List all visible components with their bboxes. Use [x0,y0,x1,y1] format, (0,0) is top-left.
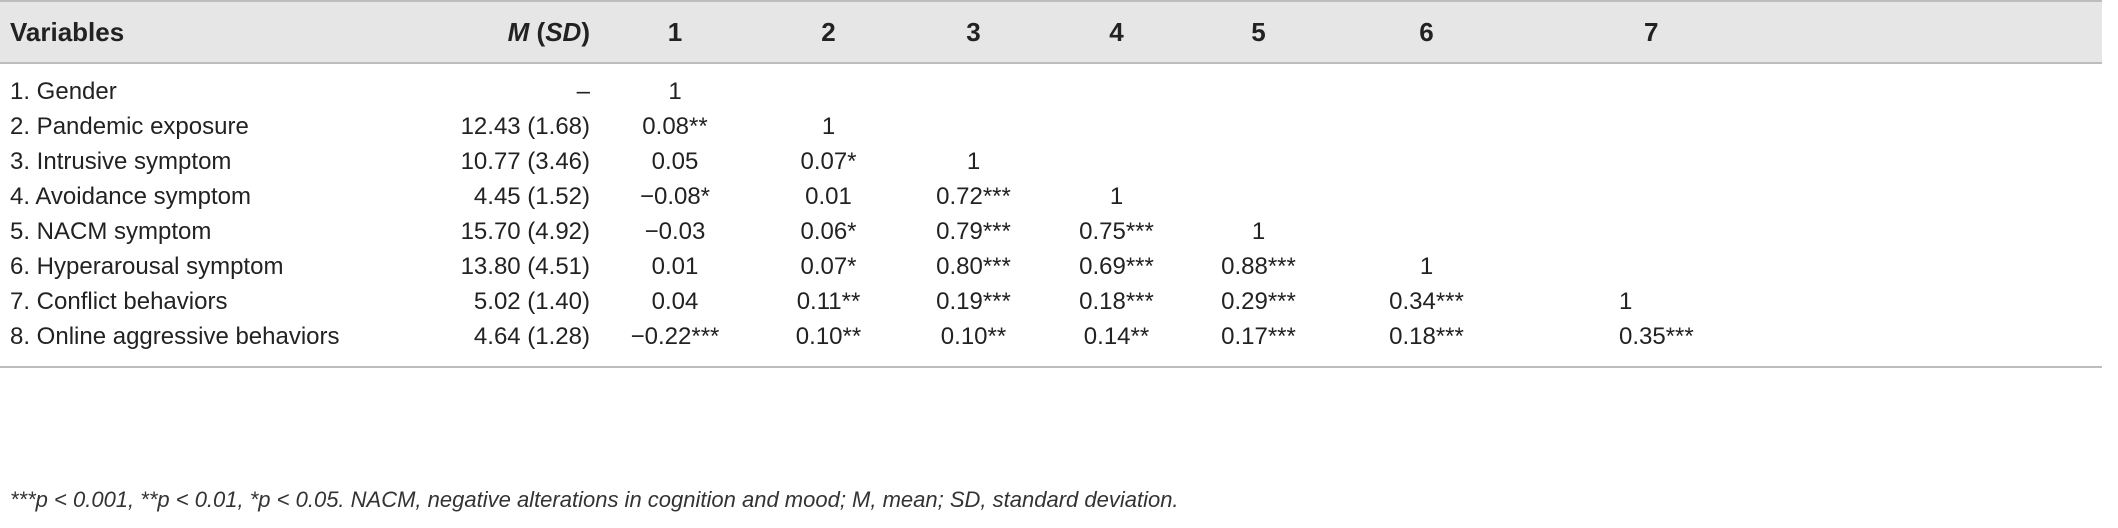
table-row: 6. Hyperarousal symptom 13.80 (4.51) 0.01 0… [0,249,2102,284]
correlation-cell [1183,109,1334,144]
table-row: 8. Online aggressive behaviors 4.64 (1.28… [0,319,2102,368]
correlation-cell: 0.72*** [936,182,1011,210]
correlation-cell: 0.14** [1050,319,1183,368]
correlation-cell: 0.04 [651,287,699,315]
table-row: 5. NACM symptom 15.70 (4.92) −0.03 0.06* 0.7… [0,214,2102,249]
correlation-cell [1334,179,1519,214]
header-col-5: 5 [1183,0,1334,64]
correlation-cell [1334,144,1519,179]
correlation-cell: 1 [668,77,682,105]
table-row: 1. Gender – 1 [0,63,2102,109]
row-label: 2. Pandemic exposure [10,112,249,140]
correlation-cell: 1 [1419,252,1434,280]
correlation-cell [1183,179,1334,214]
row-mean-sd: 4.64 (1.28) [345,319,590,368]
correlation-cell: 0.08** [642,112,708,140]
correlation-cell [1183,63,1334,109]
correlation-cell [897,63,1050,109]
correlation-cell [1519,144,2102,179]
row-label: 3. Intrusive symptom [10,147,232,175]
correlation-table: Variables M (SD) 1 2 3 4 5 6 7 1. Gender… [0,0,2102,368]
correlation-cell: 1 [821,112,836,140]
correlation-cell: 0.18*** [1334,319,1519,368]
row-mean-sd: 13.80 (4.51) [460,252,590,280]
row-mean-sd: – [576,77,590,105]
correlation-cell: 1 [966,147,981,175]
correlation-cell: 1 [1619,287,1633,315]
correlation-cell: 0.80*** [936,252,1011,280]
row-label: 6. Hyperarousal symptom [10,252,284,280]
correlation-cell: 1 [1251,217,1266,245]
correlation-cell: 0.79*** [936,217,1011,245]
correlation-cell [760,63,897,109]
row-mean-sd: 10.77 (3.46) [460,147,590,175]
correlation-cell: 1 [1109,182,1124,210]
table-row: 7. Conflict behaviors 5.02 (1.40) 0.04 0.11… [0,284,2102,319]
correlation-cell: 0.07* [800,252,857,280]
header-col-1: 1 [590,0,760,64]
correlation-cell [1050,109,1183,144]
correlation-cell: 0.19*** [936,287,1011,315]
correlation-cell: 0.10** [897,319,1050,368]
correlation-cell [1334,109,1519,144]
correlation-cell: −0.22*** [590,319,760,368]
correlation-cell [897,109,1050,144]
row-label: 1. Gender [10,77,117,105]
row-label: 5. NACM symptom [10,217,212,245]
correlation-cell [1050,63,1183,109]
row-label: 7. Conflict behaviors [10,287,228,315]
header-col-7: 7 [1519,0,2102,64]
row-mean-sd: 5.02 (1.40) [473,287,590,315]
header-m-sd: M (SD) [345,0,590,64]
correlation-cell [1519,249,2102,284]
correlation-cell: 0.01 [651,252,699,280]
correlation-cell: 0.10** [760,319,897,368]
correlation-cell: 0.05 [651,147,699,175]
header-col-4: 4 [1050,0,1183,64]
correlation-cell: 0.75*** [1079,217,1154,245]
table-row: 3. Intrusive symptom 10.77 (3.46) 0.05 0.07… [0,144,2102,179]
header-variables: Variables [0,0,345,64]
row-mean-sd: 12.43 (1.68) [460,112,590,140]
header-sd: SD [545,16,582,47]
correlation-cell [1334,214,1519,249]
correlation-cell: 0.18*** [1079,287,1154,315]
correlation-cell: 0.07* [800,147,857,175]
row-mean-sd: 4.45 (1.52) [473,182,590,210]
correlation-table-container: Variables M (SD) 1 2 3 4 5 6 7 1. Gender… [0,0,2102,512]
correlation-cell [1183,144,1334,179]
header-m: M [507,16,530,47]
correlation-cell: 0.01 [805,182,852,210]
correlation-cell: 0.69*** [1079,252,1154,280]
correlation-cell: 0.34*** [1389,287,1464,315]
table-row: 4. Avoidance symptom 4.45 (1.52) −0.08* 0.0… [0,179,2102,214]
correlation-cell: 0.11** [796,287,861,315]
correlation-cell [1050,144,1183,179]
row-label: 8. Online aggressive behaviors [0,319,345,368]
correlation-cell: 0.06* [800,217,857,245]
correlation-cell: 0.17*** [1183,319,1334,368]
table-footnote: ***p < 0.001, **p < 0.01, *p < 0.05. NAC… [10,487,1179,512]
correlation-cell [1519,214,2102,249]
row-label: 4. Avoidance symptom [10,182,252,210]
header-col-3: 3 [897,0,1050,64]
header-col-2: 2 [760,0,897,64]
correlation-cell: −0.03 [644,217,706,245]
correlation-cell [1519,179,2102,214]
correlation-cell: 0.29*** [1221,287,1296,315]
table-body: 1. Gender – 1 2. Pandemic exposure 12.43 (1.… [0,63,2102,368]
correlation-cell [1334,63,1519,109]
correlation-cell [1519,109,2102,144]
header-row: Variables M (SD) 1 2 3 4 5 6 7 [0,0,2102,64]
correlation-cell [1519,63,2102,109]
correlation-cell: −0.08* [639,182,711,210]
header-col-6: 6 [1334,0,1519,64]
row-mean-sd: 15.70 (4.92) [460,217,590,245]
table-row: 2. Pandemic exposure 12.43 (1.68) 0.08** 1 [0,109,2102,144]
correlation-cell: 0.88*** [1221,252,1296,280]
correlation-cell: 0.35*** [1519,319,2102,368]
